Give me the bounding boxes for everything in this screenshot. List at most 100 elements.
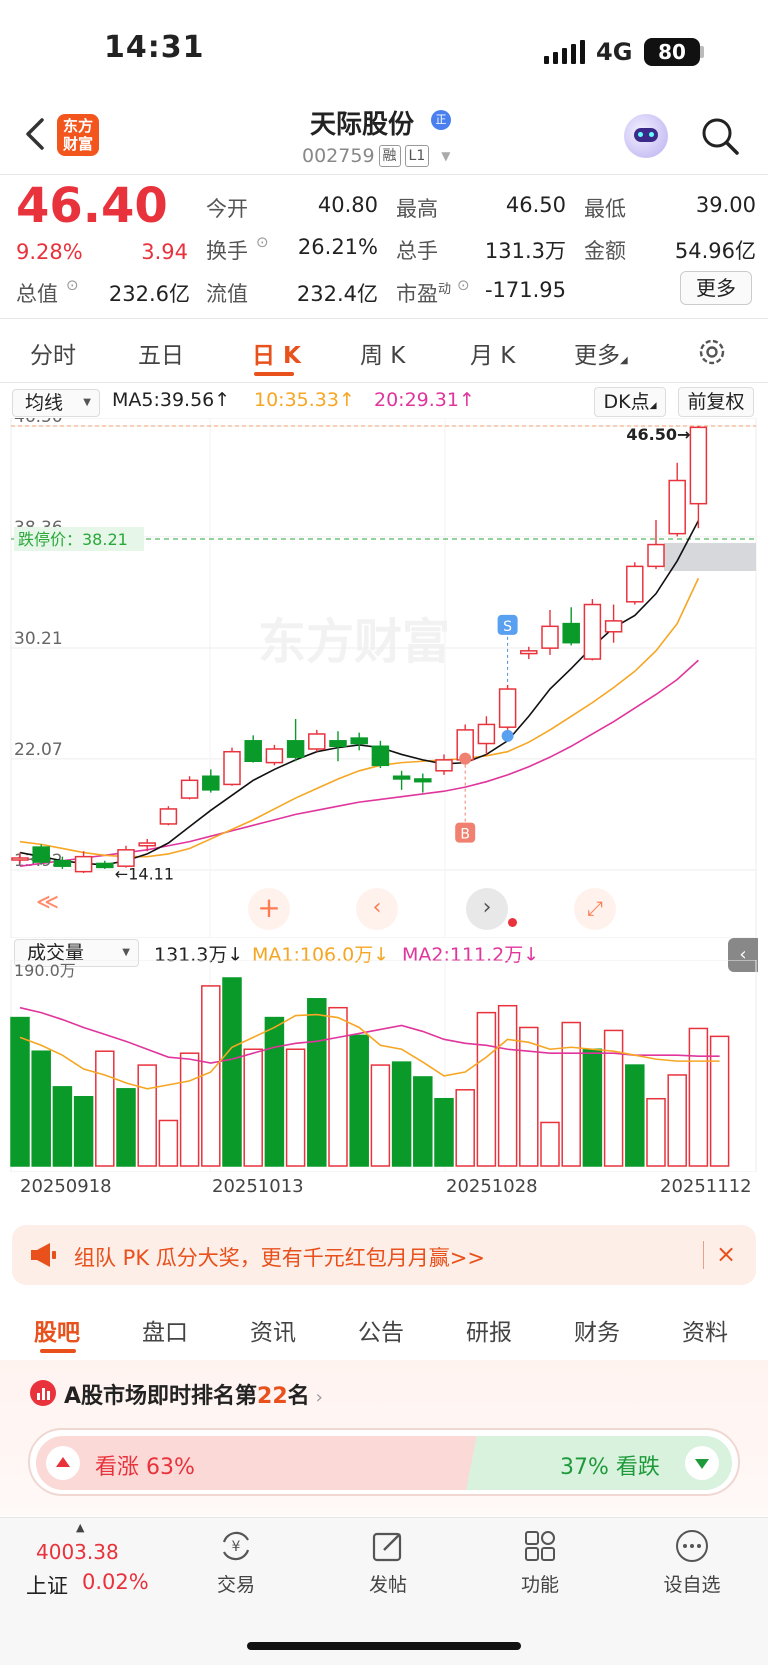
volume-bar [667, 1074, 687, 1167]
high-label: 最高 [396, 197, 438, 221]
nav-functions[interactable]: 功能 [520, 1574, 559, 1596]
info-icon[interactable]: ⊙ [256, 233, 269, 251]
candle [626, 565, 644, 603]
fast-back-icon[interactable]: ≪ [36, 890, 60, 915]
indicator-select[interactable]: 均线 ▼ [12, 389, 100, 417]
stock-code-line[interactable]: 002759 融 L1 ▼ [302, 145, 450, 167]
tab-announcements[interactable]: 公告 [358, 1320, 404, 1346]
tab-finance[interactable]: 财务 [574, 1320, 620, 1346]
app-logo[interactable]: 东方财富 [57, 114, 99, 156]
limit-down-bg [14, 526, 144, 551]
candle [244, 740, 262, 762]
tab-intraday[interactable]: 分时 [30, 343, 76, 369]
volume-bar [497, 1004, 518, 1167]
nav-watchlist[interactable]: 设自选 [663, 1574, 721, 1596]
index-change[interactable]: 0.02% [82, 1570, 149, 1594]
ai-assistant-icon[interactable] [624, 114, 668, 158]
volume-bar [434, 1097, 454, 1167]
candle [11, 857, 29, 861]
chevron-down-icon[interactable]: ▼ [441, 149, 451, 163]
price-zone [664, 542, 756, 571]
status-time: 14:31 [104, 30, 205, 65]
kline-chart[interactable]: 东方财富46.5038.3630.2122.0713.92跌停价：38.2146… [0, 418, 768, 938]
volume-bar [455, 1089, 475, 1167]
back-icon[interactable] [22, 116, 50, 152]
notification-dot [508, 918, 517, 927]
buy-signal [455, 822, 476, 843]
volume-indicator-select[interactable]: 成交量 ▼ [14, 939, 139, 967]
caret-up-icon: ▲ [76, 1521, 85, 1534]
buy-dot [459, 752, 472, 765]
volume-bar [95, 1050, 115, 1167]
level-tag: L1 [404, 145, 430, 167]
next-icon[interactable]: › [466, 888, 508, 930]
tab-news[interactable]: 资讯 [250, 1320, 296, 1346]
volume-bar [137, 1064, 157, 1167]
prev-icon[interactable]: ‹ [356, 888, 398, 930]
volume-bar [201, 985, 221, 1167]
index-name[interactable]: 上证 [26, 1574, 68, 1598]
total-volume-value: 131.3万 [484, 239, 566, 263]
volume-bar [603, 1029, 624, 1167]
tab-more[interactable]: 更多◢ [574, 343, 628, 369]
candle [668, 479, 686, 535]
volume-bar [307, 998, 327, 1167]
candle [308, 733, 326, 750]
promo-banner[interactable] [12, 1225, 756, 1285]
volume-bar [31, 1050, 51, 1167]
min-price-label: ←14.11 [115, 864, 174, 883]
current-price: 46.40 [16, 178, 168, 234]
close-icon[interactable]: × [716, 1240, 737, 1268]
volume-bar [349, 1034, 369, 1167]
post-icon[interactable] [370, 1528, 406, 1564]
bottom-nav [0, 1517, 768, 1665]
volume-ma2-line [19, 1006, 720, 1064]
dk-point-button[interactable]: DK点◢ [594, 387, 666, 417]
open-value: 40.80 [317, 193, 378, 217]
nav-post[interactable]: 发帖 [368, 1574, 407, 1596]
down-arrow-icon[interactable] [685, 1446, 719, 1480]
tab-monthly-k[interactable]: 月 K [470, 343, 516, 369]
volume-bar [370, 1064, 391, 1167]
zoom-in-icon[interactable]: + [248, 888, 290, 930]
search-icon[interactable] [700, 116, 740, 156]
tab-weekly-k[interactable]: 周 K [360, 343, 406, 369]
info-icon[interactable]: ⊙ [66, 276, 79, 294]
banner-text[interactable]: 组队 PK 瓜分大奖，更有千元红包月月赢>> [74, 1246, 485, 1270]
volume-ma1-line [19, 1013, 720, 1090]
candle [562, 622, 580, 644]
nav-trade[interactable]: 交易 [216, 1574, 255, 1596]
amount-value: 54.96亿 [674, 239, 756, 263]
buy-signal-label: B [460, 827, 470, 843]
stock-name[interactable]: 天际股份 [310, 110, 415, 140]
tab-five-day[interactable]: 五日 [138, 343, 184, 369]
bullish-button[interactable] [36, 1436, 486, 1490]
volume-bar [285, 1048, 306, 1167]
forward-adjust-button[interactable]: 前复权 [678, 387, 754, 417]
tab-research[interactable]: 研报 [466, 1320, 512, 1346]
header-divider [0, 174, 768, 175]
index-value[interactable]: 4003.38 [36, 1540, 119, 1564]
more-dots-icon[interactable] [674, 1528, 710, 1564]
functions-icon[interactable] [522, 1528, 558, 1564]
tab-profile[interactable]: 资料 [682, 1320, 728, 1346]
trade-icon[interactable]: ¥ [218, 1528, 254, 1564]
info-icon[interactable]: ⊙ [457, 276, 470, 294]
volume-chart[interactable]: 190.0万 [0, 960, 768, 1172]
tab-guba[interactable]: 股吧 [34, 1320, 80, 1346]
pe-label: 市盈动 [396, 282, 452, 306]
collapse-panel-icon[interactable]: ‹ [728, 938, 758, 972]
candle [223, 750, 241, 786]
more-button[interactable]: 更多 [680, 271, 752, 305]
settings-icon[interactable] [696, 336, 728, 368]
total-value-label: 总值 [16, 282, 58, 306]
volume-bar [73, 1095, 94, 1167]
market-rank[interactable]: A股市场即时排名第22名 › [64, 1384, 323, 1409]
fullscreen-icon[interactable]: ⤢ [574, 888, 616, 930]
home-indicator [247, 1642, 521, 1650]
network-type: 4G [596, 38, 633, 66]
tab-daily-k[interactable]: 日 K [252, 343, 301, 369]
chart-frame [10, 418, 757, 938]
tab-orderbook[interactable]: 盘口 [142, 1320, 188, 1346]
up-arrow-icon[interactable] [46, 1446, 80, 1480]
